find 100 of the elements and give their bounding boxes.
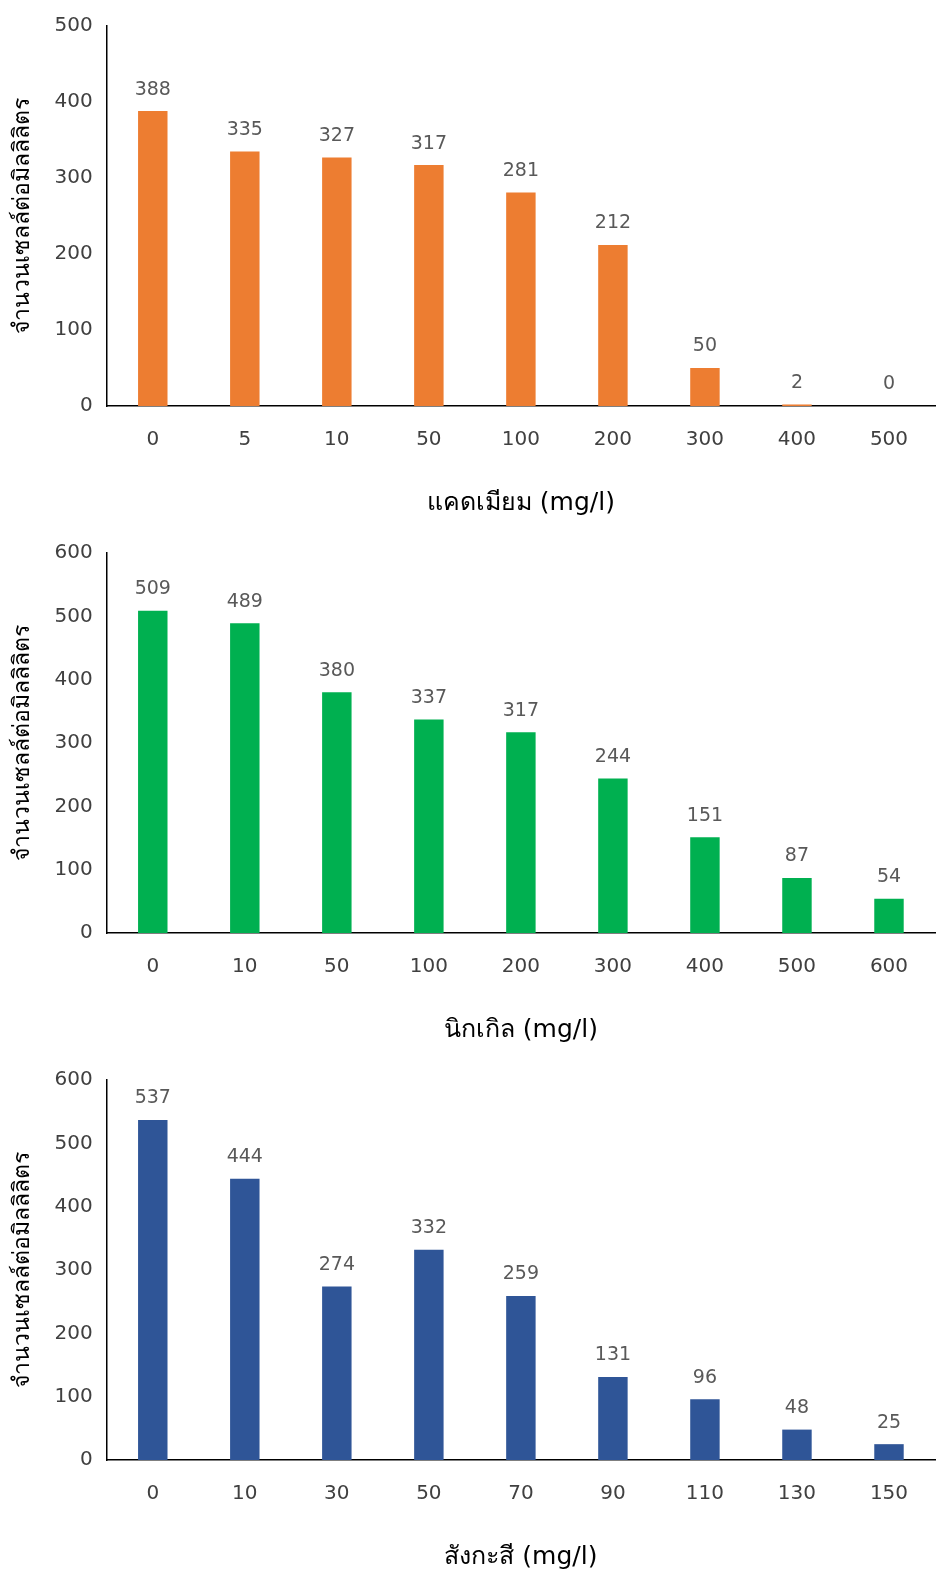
- bar: [322, 1286, 352, 1460]
- data-label: 25: [876, 1409, 902, 1432]
- y-tick-label: 500: [54, 1129, 93, 1154]
- data-label: 537: [134, 1085, 171, 1108]
- data-label: 509: [134, 576, 171, 599]
- bar: [138, 111, 168, 406]
- bar: [138, 1119, 168, 1460]
- x-tick-label: 500: [869, 426, 909, 451]
- bar: [598, 778, 628, 933]
- y-tick-label: 0: [80, 392, 93, 417]
- bar: [690, 837, 720, 933]
- data-label: 0: [882, 371, 896, 394]
- data-label: 212: [594, 210, 632, 233]
- x-tick-label: 300: [685, 426, 725, 451]
- bar: [414, 719, 444, 933]
- x-axis-title: สังกะสี (mg/l): [444, 1540, 598, 1570]
- bar: [690, 368, 720, 406]
- data-label: 317: [410, 130, 447, 153]
- x-tick-label: 400: [685, 953, 725, 978]
- bar: [230, 151, 260, 406]
- data-label: 96: [692, 1364, 718, 1387]
- x-tick-label: 50: [324, 953, 350, 978]
- bar: [506, 1295, 536, 1460]
- bar: [598, 1377, 628, 1460]
- data-label: 131: [594, 1342, 632, 1365]
- y-tick-label: 600: [54, 539, 93, 564]
- y-axis-title: จำนวนเซลล์ต่อมิลลิลิตร: [7, 625, 34, 861]
- x-axis-title: นิกเกิล (mg/l): [443, 1013, 598, 1043]
- bar: [138, 610, 168, 933]
- y-tick-label: 300: [54, 164, 93, 189]
- x-tick-label: 130: [777, 1480, 817, 1505]
- x-tick-label: 10: [232, 953, 258, 978]
- y-tick-label: 300: [54, 1256, 93, 1281]
- x-tick-label: 0: [146, 953, 160, 978]
- bar: [874, 1444, 904, 1460]
- x-tick-label: 100: [409, 953, 448, 978]
- bar: [782, 877, 812, 933]
- bar: [782, 1429, 812, 1460]
- data-label: 317: [502, 697, 540, 720]
- x-tick-label: 400: [777, 426, 817, 451]
- data-label: 332: [410, 1215, 447, 1238]
- y-tick-label: 400: [54, 88, 93, 113]
- x-tick-label: 0: [146, 1480, 160, 1505]
- y-tick-label: 300: [54, 729, 93, 754]
- data-label: 380: [318, 657, 355, 680]
- data-label: 48: [784, 1395, 810, 1418]
- data-label: 151: [686, 802, 724, 825]
- x-tick-label: 5: [238, 426, 252, 451]
- x-tick-label: 600: [869, 953, 909, 978]
- y-tick-label: 100: [54, 316, 93, 341]
- y-tick-label: 0: [80, 1446, 93, 1471]
- data-label: 2: [790, 369, 804, 392]
- bar: [414, 1249, 444, 1460]
- y-tick-label: 200: [54, 240, 93, 265]
- x-tick-label: 300: [593, 953, 633, 978]
- x-tick-label: 200: [501, 953, 540, 978]
- bar: [690, 1399, 720, 1460]
- y-tick-label: 0: [80, 919, 93, 944]
- y-axis-title: จำนวนเซลล์ต่อมิลลิลิตร: [7, 1152, 34, 1388]
- data-label: 489: [226, 588, 263, 611]
- x-tick-label: 150: [869, 1480, 909, 1505]
- data-label: 444: [226, 1144, 263, 1167]
- data-label: 87: [784, 843, 810, 866]
- y-tick-label: 500: [54, 602, 93, 627]
- y-axis-title: จำนวนเซลล์ต่อมิลลิลิตร: [7, 98, 34, 334]
- data-label: 281: [502, 157, 540, 180]
- x-tick-label: 50: [416, 426, 442, 451]
- y-tick-label: 200: [54, 1319, 93, 1344]
- bar: [874, 898, 904, 933]
- y-tick-label: 400: [54, 665, 93, 690]
- bar: [598, 244, 628, 406]
- bar: [230, 1178, 260, 1460]
- x-tick-label: 70: [508, 1480, 534, 1505]
- x-tick-label: 110: [685, 1480, 725, 1505]
- x-tick-label: 200: [593, 426, 633, 451]
- y-tick-label: 200: [54, 792, 93, 817]
- x-tick-label: 10: [232, 1480, 258, 1505]
- data-label: 54: [876, 864, 902, 887]
- data-label: 50: [692, 333, 718, 356]
- bar: [506, 192, 536, 406]
- x-tick-label: 50: [416, 1480, 442, 1505]
- x-tick-label: 30: [324, 1480, 350, 1505]
- data-label: 274: [318, 1251, 355, 1274]
- bar: [506, 732, 536, 933]
- x-tick-label: 500: [777, 953, 817, 978]
- y-tick-label: 100: [54, 855, 93, 880]
- x-tick-label: 100: [501, 426, 540, 451]
- bar: [230, 623, 260, 933]
- y-tick-label: 500: [54, 12, 93, 37]
- x-tick-label: 10: [324, 426, 350, 451]
- y-tick-label: 100: [54, 1382, 93, 1407]
- y-tick-label: 400: [54, 1192, 93, 1217]
- bar: [322, 157, 352, 406]
- data-label: 337: [410, 685, 447, 707]
- data-label: 388: [134, 76, 171, 99]
- data-label: 259: [502, 1261, 540, 1284]
- y-tick-label: 600: [54, 1066, 93, 1091]
- data-label: 335: [226, 116, 263, 139]
- data-label: 327: [318, 122, 355, 145]
- x-axis-title: แคดเมียม (mg/l): [426, 486, 615, 516]
